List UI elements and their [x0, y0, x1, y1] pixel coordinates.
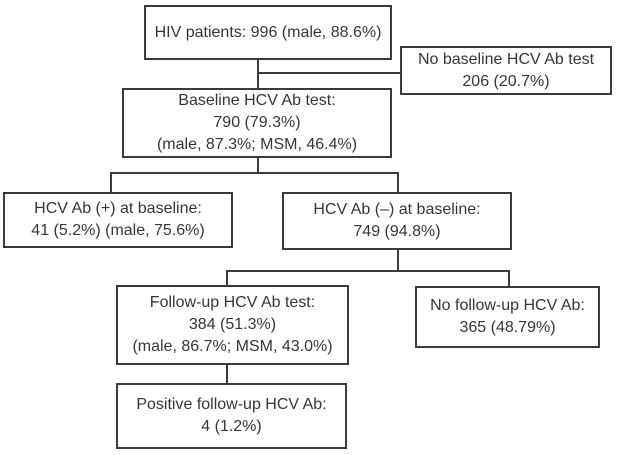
connector-negative-split [226, 270, 510, 272]
node-text: 384 (51.3%) [188, 316, 277, 333]
node-text: 4 (1.2%) [201, 418, 262, 435]
node-no-followup-test: No follow-up HCV Ab: 365 (48.79%) [415, 286, 600, 348]
node-text: No follow-up HCV Ab: [430, 297, 585, 314]
node-text: Follow-up HCV Ab test: [149, 294, 316, 311]
connector-followup-down [226, 365, 228, 383]
node-baseline-test: Baseline HCV Ab test: 790 (79.3%) (male,… [122, 88, 392, 158]
node-no-baseline-test: No baseline HCV Ab test 206 (20.7%) [400, 46, 612, 95]
node-text: Baseline HCV Ab test: [178, 92, 336, 109]
node-text: No baseline HCV Ab test [417, 50, 595, 68]
connector-drop-hcv-positive [110, 172, 112, 192]
connector-hiv-down [257, 60, 259, 90]
connector-drop-hcv-negative [397, 172, 399, 192]
node-text: Positive follow-up HCV Ab: [136, 396, 327, 413]
node-text: 41 (5.2%) (male, 75.6%) [31, 222, 205, 239]
node-text: (male, 86.7%; MSM, 43.0%) [132, 338, 333, 355]
node-text: (male, 87.3%; MSM, 46.4%) [156, 136, 358, 153]
node-hcv-ab-negative: HCV Ab (–) at baseline: 749 (94.8%) [282, 192, 512, 250]
connector-drop-no-followup [508, 270, 510, 286]
node-text: HCV Ab (+) at baseline: [34, 200, 202, 217]
connector-drop-followup [226, 270, 228, 285]
node-text: HCV Ab (–) at baseline: [313, 201, 481, 218]
node-hiv-patients: HIV patients: 996 (male, 88.6%) [144, 5, 392, 60]
node-text: 365 (48.79%) [459, 319, 556, 336]
node-hcv-ab-positive: HCV Ab (+) at baseline: 41 (5.2%) (male,… [3, 192, 233, 248]
node-text: 206 (20.7%) [462, 72, 550, 90]
node-text: 790 (79.3%) [213, 114, 301, 131]
node-text: HIV patients: 996 (male, 88.6%) [154, 23, 382, 41]
connector-negative-down [397, 250, 399, 272]
node-text: 749 (94.8%) [353, 223, 441, 240]
connector-baseline-split [110, 172, 399, 174]
connector-no-baseline-branch [257, 72, 400, 74]
connector-baseline-down [257, 158, 259, 174]
node-followup-test: Follow-up HCV Ab test: 384 (51.3%) (male… [116, 285, 349, 365]
node-positive-followup: Positive follow-up HCV Ab: 4 (1.2%) [116, 383, 347, 449]
